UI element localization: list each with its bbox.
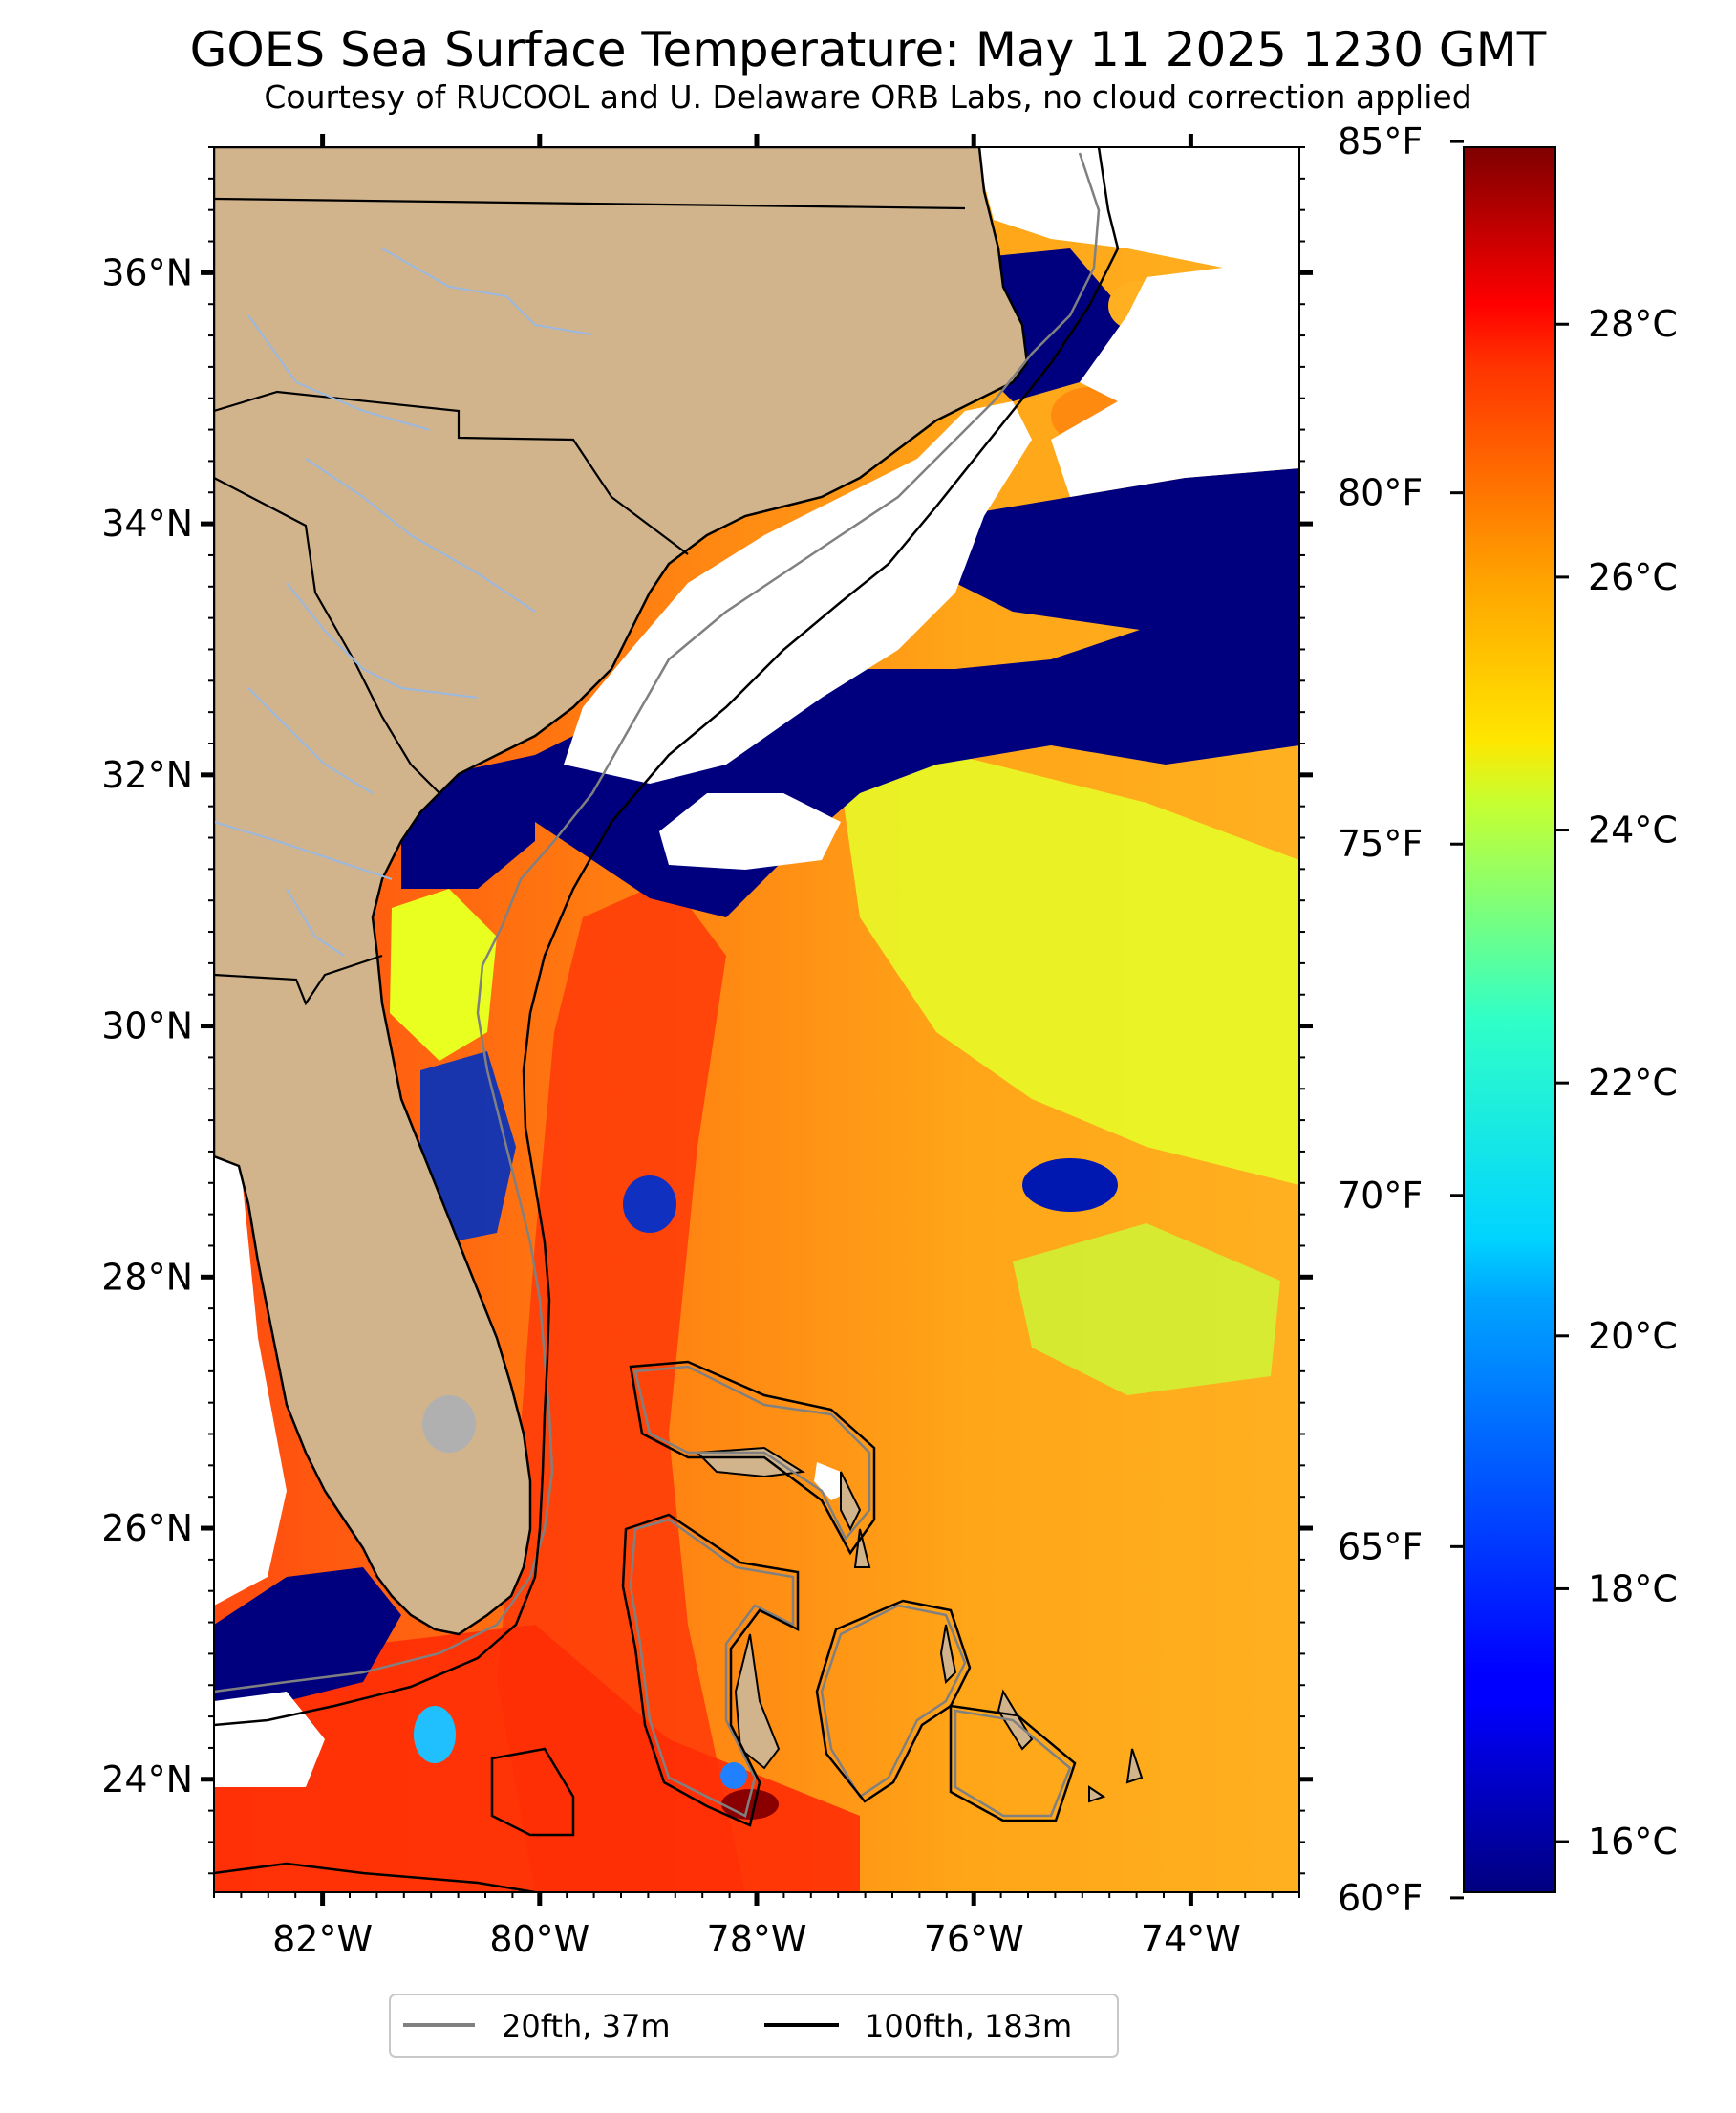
cloud-carolinas-shelf xyxy=(564,401,1032,784)
colorbar: 16°C 18°C 20°C 22°C 24°C 26°C 28°C 60°F 65°F 70°F… xyxy=(1338,120,1678,1919)
legend-box xyxy=(389,1994,1119,2058)
cyan-patch-keys xyxy=(414,1706,456,1763)
fahrenheit-tick-label: 80°F xyxy=(1338,472,1423,514)
cool-water-patch-east xyxy=(1013,1223,1280,1395)
fahrenheit-tick-label: 70°F xyxy=(1338,1175,1423,1217)
lon-tick-label: 76°W xyxy=(924,1918,1024,1960)
cloud-patch-south xyxy=(659,793,841,870)
contour-100fth xyxy=(214,147,1120,1892)
celsius-tick-label: 18°C xyxy=(1588,1567,1678,1609)
lat-tick-label: 34°N xyxy=(101,503,193,545)
celsius-tick-label: 26°C xyxy=(1588,556,1678,598)
legend-label-100fth: 100fth, 183m xyxy=(865,2008,1072,2044)
warm-band-south xyxy=(214,1625,860,1892)
legend-label-20fth: 20fth, 37m xyxy=(502,2008,670,2044)
celsius-tick-label: 20°C xyxy=(1588,1315,1678,1357)
colorbar-gradient xyxy=(1463,146,1556,1893)
gulf-stream-warm-core xyxy=(497,879,745,1892)
cloud-northeast xyxy=(975,147,1299,497)
fahrenheit-tick-label: 65°F xyxy=(1338,1525,1423,1567)
cold-keys-area xyxy=(214,1567,401,1711)
lat-tick-label: 24°N xyxy=(101,1758,193,1800)
celsius-tick-label: 22°C xyxy=(1588,1062,1678,1104)
lat-tick-label: 28°N xyxy=(101,1256,193,1298)
fahrenheit-tick-label: 60°F xyxy=(1338,1877,1423,1919)
page-title: GOES Sea Surface Temperature: May 11 202… xyxy=(189,22,1547,77)
lat-tick-label: 30°N xyxy=(101,1005,193,1047)
lat-tick-label: 32°N xyxy=(101,754,193,796)
cold-patch-florida-shelf xyxy=(623,1175,676,1233)
cool-water-northeast xyxy=(841,755,1299,1185)
rivers xyxy=(214,248,593,957)
celsius-tick-label: 24°C xyxy=(1588,809,1678,852)
cool-water-georgia xyxy=(390,889,497,1061)
lon-tick-label: 80°W xyxy=(489,1918,589,1960)
cold-area-hatteras xyxy=(936,468,1299,631)
cloud-gulf-of-mexico xyxy=(214,1147,287,1606)
cloud-southwest xyxy=(214,1692,325,1787)
lat-tick-label: 36°N xyxy=(101,251,193,293)
lat-tick-label: 26°N xyxy=(101,1507,193,1549)
fahrenheit-tick-label: 75°F xyxy=(1338,823,1423,865)
contour-legend: 20fth, 37m 100fth, 183m xyxy=(389,1994,1119,2058)
celsius-tick-label: 28°C xyxy=(1588,303,1678,345)
fahrenheit-tick-label: 85°F xyxy=(1338,120,1423,162)
lon-tick-label: 82°W xyxy=(272,1918,373,1960)
celsius-tick-label: 16°C xyxy=(1588,1821,1678,1863)
blue-speck-bahamas xyxy=(720,1762,747,1789)
bahamas-islands xyxy=(695,1446,1144,1803)
sst-map xyxy=(214,147,1299,1892)
page-subtitle: Courtesy of RUCOOL and U. Delaware ORB L… xyxy=(264,78,1472,116)
lake-okeechobee xyxy=(422,1395,476,1453)
lon-tick-label: 74°W xyxy=(1141,1918,1241,1960)
land-us-east-coast xyxy=(214,147,1029,1636)
cold-patch-offshore xyxy=(1022,1158,1118,1212)
cold-nearshore-florida xyxy=(420,1051,516,1242)
map-axes: 36°N 34°N 32°N 30°N 28°N 26°N 24°N 82°W 80°W 78°W… xyxy=(101,134,1313,1960)
lon-tick-label: 78°W xyxy=(707,1918,807,1960)
colorbar-axes: 16°C 18°C 20°C 22°C 24°C 26°C 28°C 60°F 65°F 70°F… xyxy=(1338,120,1678,1919)
